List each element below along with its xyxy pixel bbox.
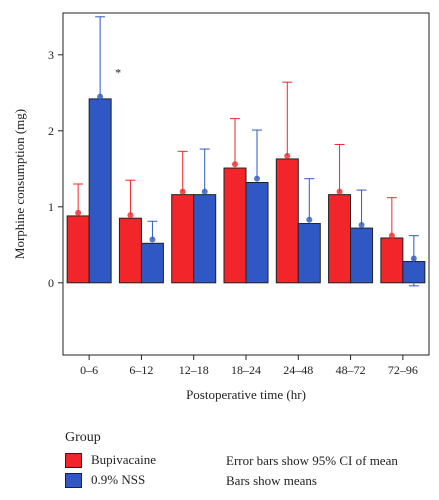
bar-0-9-nss xyxy=(193,194,217,284)
x-axis: 0–6 6–12 12–18 18–24 24–48 48–72 72–96 xyxy=(80,355,418,377)
bar-bupivacaine xyxy=(223,167,247,284)
mean-point-0-9-nss xyxy=(410,255,417,262)
y-axis-title: Morphine consumption (mg) xyxy=(12,109,27,259)
mean-point-bupivacaine xyxy=(75,209,82,216)
y-tick-label: 1 xyxy=(48,200,54,214)
x-tick-label: 0–6 xyxy=(80,363,98,377)
mean-point-bupivacaine xyxy=(388,232,395,239)
bar-0-9-nss xyxy=(245,181,269,284)
mean-point-0-9-nss xyxy=(358,222,365,229)
legend-item-nss: 0.9% NSS xyxy=(65,472,145,488)
legend-note-bars: Bars show means xyxy=(226,473,317,488)
legend-swatch-nss xyxy=(65,472,82,488)
bar-bupivacaine xyxy=(118,217,142,284)
error-bars-layer xyxy=(73,16,419,287)
mean-point-0-9-nss xyxy=(306,216,313,223)
y-tick-label: 3 xyxy=(48,48,54,62)
x-tick-label: 6–12 xyxy=(129,363,153,377)
mean-point-0-9-nss xyxy=(254,175,260,182)
bar-0-9-nss xyxy=(88,98,112,284)
mean-point-0-9-nss xyxy=(97,93,104,100)
bar-0-9-nss xyxy=(297,223,321,284)
legend-item-bupivacaine: Bupivacaine xyxy=(65,452,156,468)
bar-bupivacaine xyxy=(66,215,90,284)
mean-point-bupivacaine xyxy=(284,152,291,159)
bar-bupivacaine xyxy=(328,194,352,284)
legend-label-bupivacaine: Bupivacaine xyxy=(91,452,156,467)
significance-annotation: * xyxy=(115,66,121,80)
bars-layer: * xyxy=(66,66,426,284)
x-axis-title: Postoperative time (hr) xyxy=(186,387,306,402)
bar-bupivacaine xyxy=(171,194,195,284)
bar-0-9-nss xyxy=(350,227,374,284)
y-tick-label: 2 xyxy=(48,124,54,138)
legend-swatch-bupivacaine xyxy=(65,452,82,468)
bar-bupivacaine xyxy=(380,237,404,284)
x-tick-label: 72–96 xyxy=(388,363,418,377)
x-tick-label: 48–72 xyxy=(336,363,366,377)
legend-label-nss: 0.9% NSS xyxy=(91,472,146,487)
mean-point-0-9-nss xyxy=(149,236,156,243)
mean-point-0-9-nss xyxy=(201,188,208,195)
legend-title: Group xyxy=(65,430,101,445)
mean-point-bupivacaine xyxy=(179,188,186,195)
bar-bupivacaine xyxy=(275,158,299,284)
legend: Group Bupivacaine 0.9% NSS Error bars sh… xyxy=(0,430,439,500)
x-tick-label: 12–18 xyxy=(179,363,209,377)
x-tick-label: 24–48 xyxy=(283,363,313,377)
mean-point-bupivacaine xyxy=(232,161,238,168)
x-tick-label: 18–24 xyxy=(231,363,261,377)
mean-point-bupivacaine xyxy=(336,188,343,195)
legend-note-error-bars: Error bars show 95% CI of mean xyxy=(226,453,398,468)
y-tick-label: 0 xyxy=(48,276,54,290)
bar-0-9-nss xyxy=(140,242,164,284)
mean-point-bupivacaine xyxy=(127,212,134,219)
y-axis: 0 1 2 3 xyxy=(48,48,63,290)
